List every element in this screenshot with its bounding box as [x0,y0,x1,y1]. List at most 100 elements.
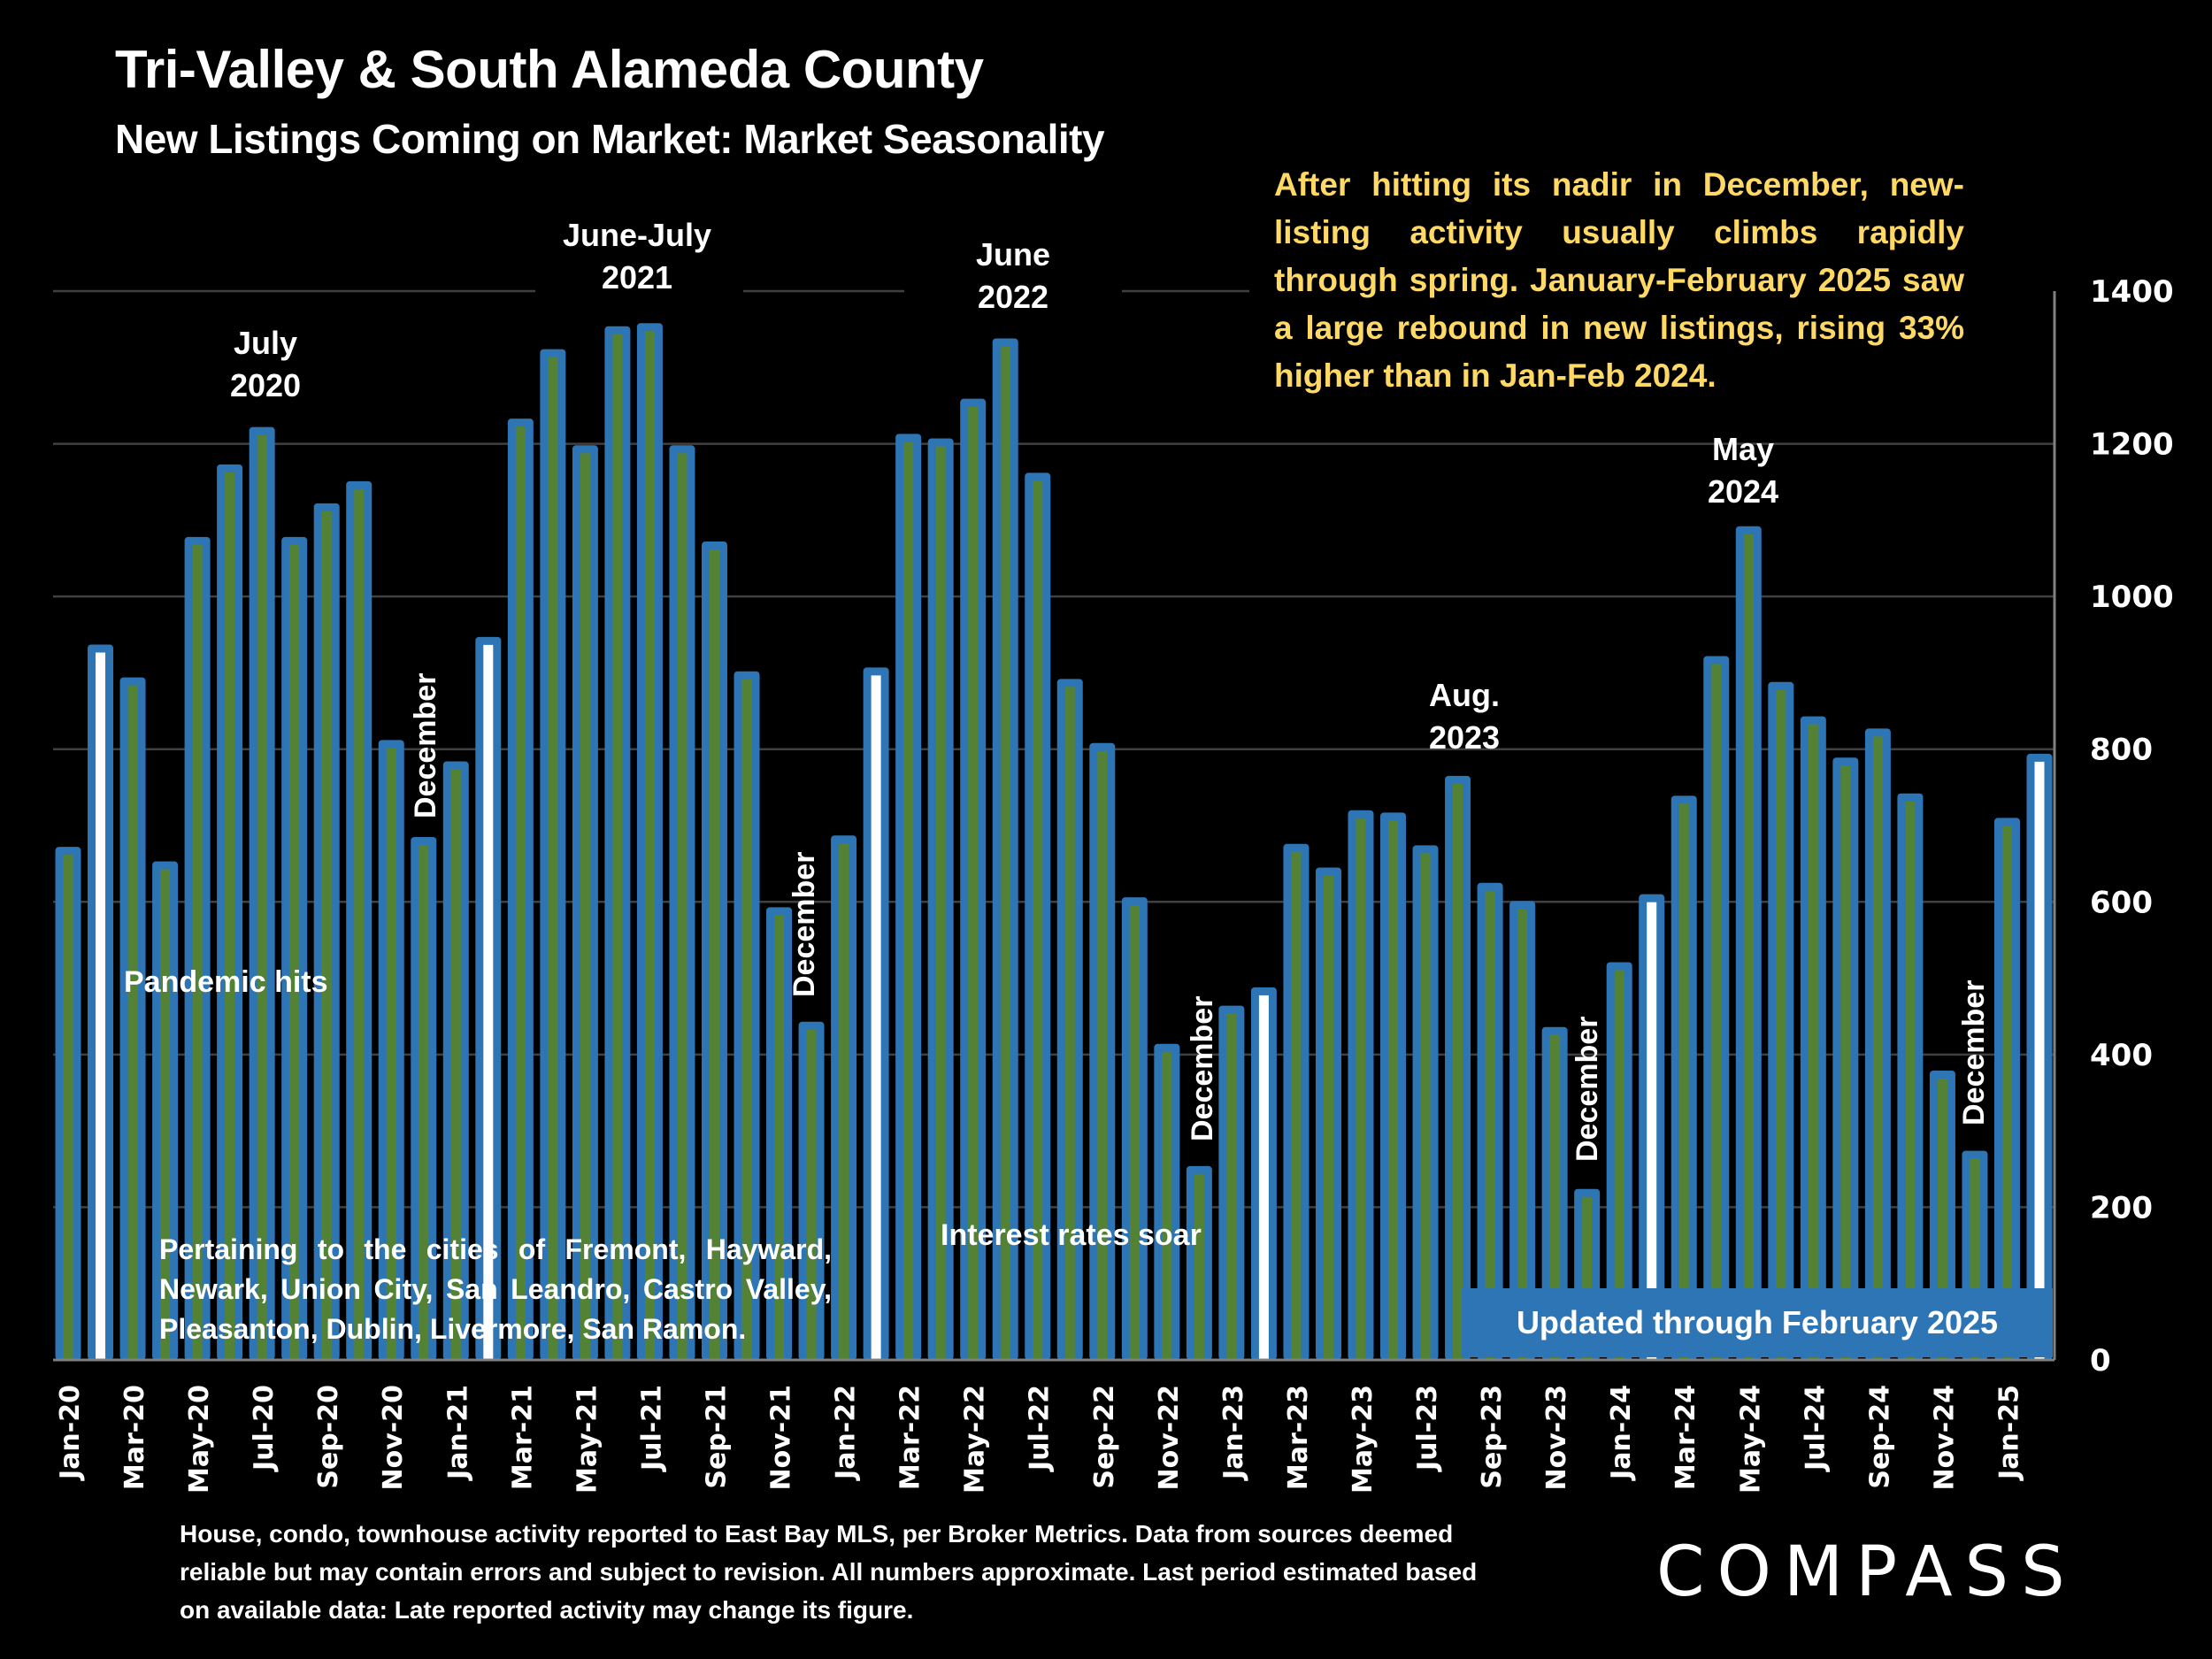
x-tick-label: Jul-22 [1025,1385,1056,1472]
bar-fill [644,331,655,1360]
x-tick-label: Jan-22 [831,1385,862,1481]
bar-fill-highlight [1647,902,1657,1360]
bar-Jul-22 [1025,472,1051,1360]
bar-Aug-20 [281,536,308,1360]
bar-Sep-22 [1089,742,1116,1360]
bar-fill [1905,801,1916,1360]
bar-fill [1033,480,1043,1360]
bar-fill [1711,664,1722,1360]
bar-fill [1582,1196,1593,1360]
bar-fill-highlight [1258,995,1269,1360]
x-tick-label: Jan-20 [55,1385,86,1481]
bar-Dec-21 [798,1021,825,1360]
x-tick-label: Jan-24 [1606,1385,1637,1481]
source-footnote: House, condo, townhouse activity reporte… [180,1520,1478,1624]
bar-fill [160,869,171,1360]
bar-Aug-22 [1056,679,1083,1360]
x-tick-label: Nov-21 [766,1385,797,1490]
x-tick-label: Jan-23 [1218,1385,1249,1481]
bars [53,323,2055,1362]
bar-fill [257,434,267,1360]
bar-Oct-23 [1509,901,1536,1360]
bar-Oct-22 [1121,897,1148,1360]
bar-fill-highlight [483,644,494,1360]
annotation-may-2024: May 2024 [1681,428,1805,513]
bar-fill [968,406,979,1361]
bar-Oct-24 [1897,793,1924,1360]
bar-fill [677,453,687,1360]
bar-Feb-22 [863,667,889,1360]
annotation-line: June-July [562,217,712,253]
bar-Feb-23 [1250,987,1277,1360]
bar-Jan-22 [831,835,857,1360]
bar-Jan-21 [442,761,469,1360]
bar-Apr-20 [152,861,179,1360]
bar-fill [1420,853,1431,1360]
bar-May-23 [1348,810,1374,1360]
annotation-line: 2022 [977,279,1049,315]
x-tick-label: Jul-20 [249,1385,280,1472]
bar-Feb-21 [475,636,502,1360]
bar-fill [1808,724,1818,1360]
bar-Jun-24 [1768,681,1794,1360]
annotation-december-2024: December [1957,979,1991,1125]
bar-Sep-20 [313,503,340,1360]
bar-Jun-20 [217,464,243,1360]
y-tick-label: 1400 [2090,274,2174,310]
bar-Oct-21 [733,671,760,1360]
x-tick-label: Jan-25 [1993,1385,2024,1481]
x-tick-label: Nov-22 [1154,1385,1185,1490]
bar-Nov-22 [1154,1043,1180,1360]
bar-fill [2001,826,2012,1360]
bar-Feb-25 [2026,753,2053,1360]
bar-fill [806,1029,817,1360]
x-tick-label: May-24 [1735,1385,1766,1494]
x-tick-label: Mar-22 [895,1385,926,1490]
bar-fill [1356,818,1366,1360]
x-tick-label: Jul-23 [1412,1385,1443,1472]
bar-Jan-25 [1993,818,2020,1360]
x-tick-label: Nov-20 [378,1385,409,1490]
bar-Mar-23 [1283,843,1310,1360]
bar-Jul-21 [636,323,663,1360]
bar-Jun-21 [604,326,631,1361]
bar-Apr-24 [1703,656,1730,1360]
bar-Mar-24 [1671,795,1697,1360]
bar-Aug-23 [1445,775,1471,1360]
y-tick-label: 400 [2090,1038,2153,1073]
annotation-line: 2020 [229,367,302,403]
bar-fill [225,472,235,1360]
bar-Dec-20 [411,836,437,1360]
bar-Apr-21 [540,349,566,1360]
bar-fill-highlight [2034,761,2045,1360]
bar-fill [1291,851,1302,1360]
bar-fill [1129,905,1140,1360]
bar-Sep-24 [1864,728,1891,1360]
compass-logo: COMPASS [1656,1532,2078,1612]
annotation-december-2020: December [409,672,442,818]
chart-title: Tri-Valley & South Alameda County [115,40,984,99]
bar-fill [1549,1034,1560,1360]
bar-Sep-21 [701,541,727,1360]
annotation-line: May [1711,431,1775,467]
bar-Jun-23 [1380,812,1407,1360]
bar-fill [1840,765,1851,1360]
x-tick-label: Sep-22 [1089,1385,1120,1489]
x-axis-ticks: Jan-20 Mar-20 May-20 Jul-20 Sep-20 Nov-20 Jan-… [55,1385,2024,1494]
bar-fill [548,357,558,1360]
bar-fill [1614,970,1624,1360]
bar-Nov-23 [1541,1026,1568,1360]
bar-Sep-23 [1477,882,1503,1360]
x-tick-label: Mar-24 [1671,1385,1701,1490]
bar-fill [63,855,73,1360]
bar-Mar-20 [119,677,146,1360]
bar-fill [1226,1013,1237,1360]
y-tick-label: 600 [2090,885,2153,920]
bar-fill [515,426,526,1360]
bar-Apr-22 [927,438,954,1360]
annotation-june-2022: June 2022 [951,234,1075,319]
bar-fill [1064,687,1075,1360]
annotation-interest-rates: Interest rates soar [941,1218,1202,1252]
bar-fill [1097,750,1108,1360]
